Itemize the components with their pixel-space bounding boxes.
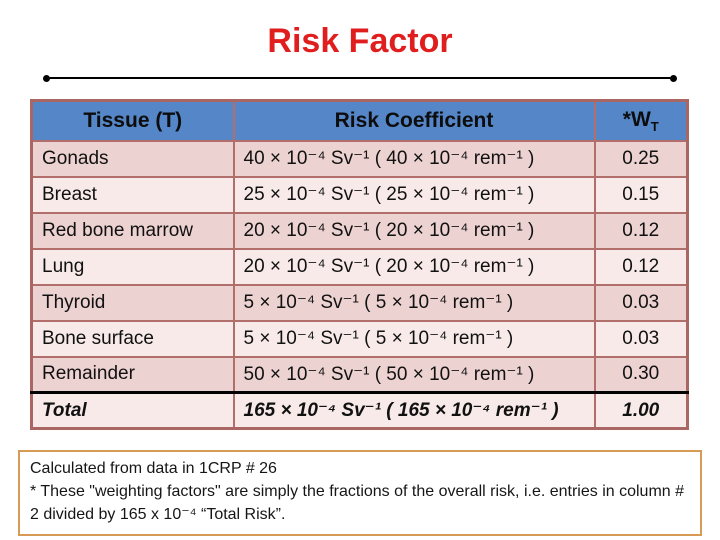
risk-factor-table: Tissue (T) Risk Coefficient *WT Gonads 4… <box>30 99 689 430</box>
row-gonads: Gonads 40 × 10⁻⁴ Sv⁻¹ ( 40 × 10⁻⁴ rem⁻¹ … <box>30 139 689 178</box>
weight-cell-total: 1.00 <box>593 391 689 430</box>
weight-symbol: *W <box>622 107 651 131</box>
footnote-line-explanation: * These "weighting factors" are simply t… <box>30 483 685 524</box>
tissue-cell: Remainder <box>30 355 235 394</box>
coefficient-cell: 20 × 10⁻⁴ Sv⁻¹ ( 20 × 10⁻⁴ rem⁻¹ ) <box>232 211 596 250</box>
header-weighting-factor: *WT <box>593 99 689 142</box>
tissue-cell: Gonads <box>30 139 235 178</box>
header-tissue: Tissue (T) <box>30 99 235 142</box>
weight-cell: 0.30 <box>593 355 689 394</box>
weight-cell: 0.25 <box>593 139 689 178</box>
coefficient-cell: 5 × 10⁻⁴ Sv⁻¹ ( 5 × 10⁻⁴ rem⁻¹ ) <box>232 319 596 358</box>
title-underline <box>43 75 677 82</box>
row-bone-surface: Bone surface 5 × 10⁻⁴ Sv⁻¹ ( 5 × 10⁻⁴ re… <box>30 319 689 358</box>
underline-right-dot <box>670 75 677 82</box>
tissue-cell: Thyroid <box>30 283 235 322</box>
weight-cell: 0.03 <box>593 319 689 358</box>
tissue-cell: Lung <box>30 247 235 286</box>
tissue-cell: Red bone marrow <box>30 211 235 250</box>
tissue-cell-total: Total <box>30 391 235 430</box>
weight-subscript: T <box>650 118 659 134</box>
weight-cell: 0.12 <box>593 247 689 286</box>
header-risk-coefficient: Risk Coefficient <box>232 99 596 142</box>
table-header-row: Tissue (T) Risk Coefficient *WT <box>30 99 689 142</box>
row-total: Total 165 × 10⁻⁴ Sv⁻¹ ( 165 × 10⁻⁴ rem⁻¹… <box>30 391 689 430</box>
footnote-box: Calculated from data in 1CRP # 26 * Thes… <box>18 450 702 536</box>
coefficient-cell: 50 × 10⁻⁴ Sv⁻¹ ( 50 × 10⁻⁴ rem⁻¹ ) <box>232 355 596 394</box>
tissue-cell: Bone surface <box>30 319 235 358</box>
coefficient-cell: 25 × 10⁻⁴ Sv⁻¹ ( 25 × 10⁻⁴ rem⁻¹ ) <box>232 175 596 214</box>
page-title: Risk Factor <box>267 22 453 60</box>
weight-cell: 0.15 <box>593 175 689 214</box>
risk-factor-table-container: Tissue (T) Risk Coefficient *WT Gonads 4… <box>30 99 689 430</box>
row-remainder: Remainder 50 × 10⁻⁴ Sv⁻¹ ( 50 × 10⁻⁴ rem… <box>30 355 689 394</box>
footnote-line-source: Calculated from data in 1CRP # 26 <box>30 460 277 477</box>
weight-cell: 0.12 <box>593 211 689 250</box>
coefficient-cell-total: 165 × 10⁻⁴ Sv⁻¹ ( 165 × 10⁻⁴ rem⁻¹ ) <box>232 391 596 430</box>
row-lung: Lung 20 × 10⁻⁴ Sv⁻¹ ( 20 × 10⁻⁴ rem⁻¹ ) … <box>30 247 689 286</box>
tissue-cell: Breast <box>30 175 235 214</box>
coefficient-cell: 5 × 10⁻⁴ Sv⁻¹ ( 5 × 10⁻⁴ rem⁻¹ ) <box>232 283 596 322</box>
row-breast: Breast 25 × 10⁻⁴ Sv⁻¹ ( 25 × 10⁻⁴ rem⁻¹ … <box>30 175 689 214</box>
row-red-bone-marrow: Red bone marrow 20 × 10⁻⁴ Sv⁻¹ ( 20 × 10… <box>30 211 689 250</box>
coefficient-cell: 20 × 10⁻⁴ Sv⁻¹ ( 20 × 10⁻⁴ rem⁻¹ ) <box>232 247 596 286</box>
coefficient-cell: 40 × 10⁻⁴ Sv⁻¹ ( 40 × 10⁻⁴ rem⁻¹ ) <box>232 139 596 178</box>
weight-cell: 0.03 <box>593 283 689 322</box>
row-thyroid: Thyroid 5 × 10⁻⁴ Sv⁻¹ ( 5 × 10⁻⁴ rem⁻¹ )… <box>30 283 689 322</box>
underline-left-dot <box>43 75 50 82</box>
